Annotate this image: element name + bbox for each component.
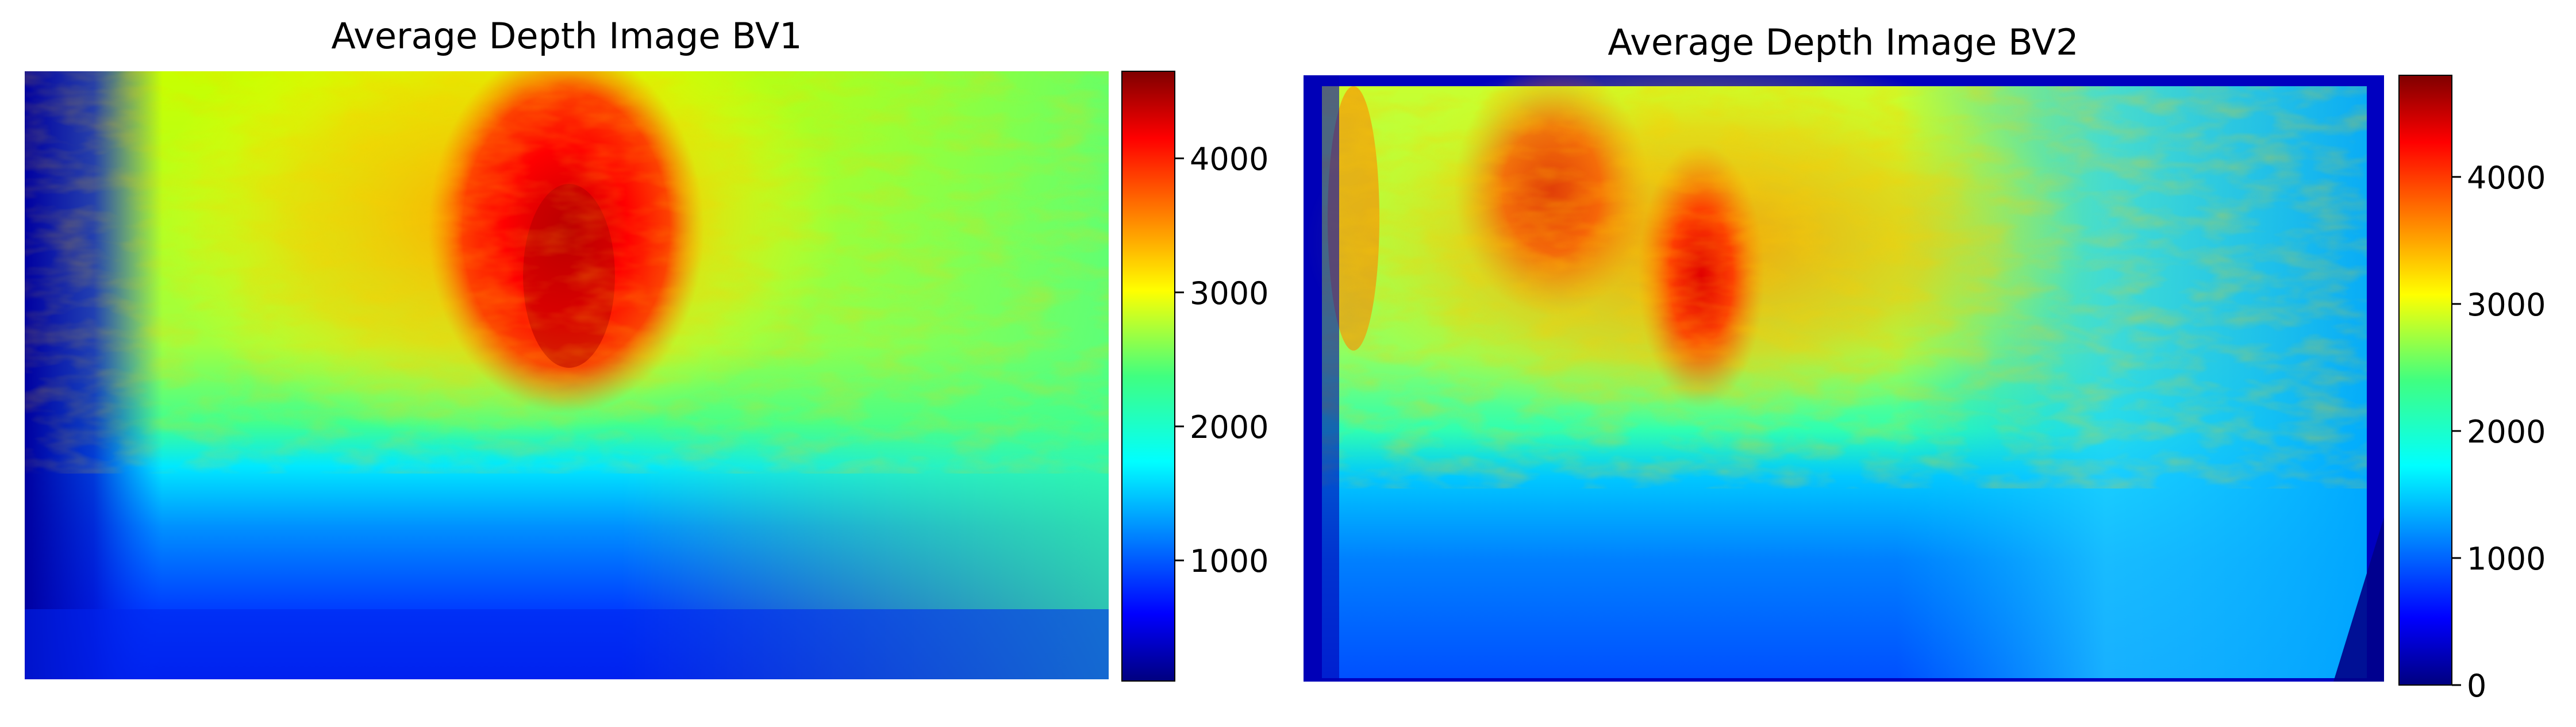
colorbar-tick-label: 3000 <box>2467 287 2546 323</box>
colorbar-tick-label: 1000 <box>2467 541 2546 577</box>
colorbar-bv2 <box>2398 75 2452 686</box>
colorbar-tick-label: 4000 <box>1190 141 1268 178</box>
colorbar-tick-label: 4000 <box>2467 160 2546 196</box>
colorbar-tick-label: 2000 <box>1190 409 1268 445</box>
heatmap-image-bv1 <box>25 71 1109 679</box>
chart-title-bv2: Average Depth Image BV2 <box>1608 21 2078 63</box>
colorbar-tick-label: 3000 <box>1190 275 1268 311</box>
colorbar-tick-label: 1000 <box>1190 543 1268 579</box>
colorbar-tick-label: 0 <box>2467 668 2486 704</box>
colorbar-bv1 <box>1121 71 1175 682</box>
chart-title-bv1: Average Depth Image BV1 <box>331 15 802 57</box>
heatmap-image-bv2 <box>1304 75 2384 682</box>
colorbar-ticks-bv1: 1000 2000 3000 4000 <box>1175 141 1268 579</box>
colorbar-ticks-bv2: 0 1000 2000 3000 4000 <box>2452 160 2546 704</box>
colorbar-tick-label: 2000 <box>2467 414 2546 450</box>
